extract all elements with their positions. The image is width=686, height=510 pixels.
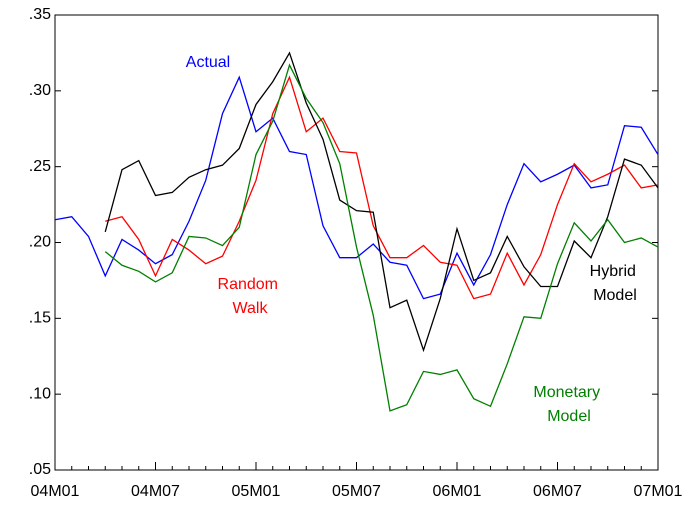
- x-tick-label: 04M07: [131, 483, 180, 500]
- y-tick-label: .25: [29, 158, 51, 175]
- x-tick-label: 04M01: [31, 483, 80, 500]
- y-tick-label: .30: [29, 82, 51, 99]
- series-label: Hybrid Model: [590, 263, 641, 304]
- y-tick-label: .05: [29, 461, 51, 478]
- series-line: [54, 75, 659, 300]
- x-tick-label: 06M01: [433, 483, 482, 500]
- y-tick-label: .10: [29, 385, 51, 402]
- x-tick-label: 07M01: [634, 483, 683, 500]
- series-line: [104, 63, 659, 412]
- series-line: [105, 75, 659, 300]
- y-tick-label: .35: [29, 6, 51, 23]
- plot-frame: [54, 14, 659, 471]
- series-label: Actual: [186, 54, 230, 71]
- series-line: [104, 51, 659, 353]
- series-label: Random Walk: [218, 276, 283, 317]
- y-tick-label: .20: [29, 234, 51, 251]
- y-tick-label: .15: [29, 310, 51, 327]
- x-tick-label: 05M01: [232, 483, 281, 500]
- x-tick-label: 06M07: [533, 483, 582, 500]
- series-label: Monetary Model: [533, 384, 604, 425]
- x-tick-label: 05M07: [332, 483, 381, 500]
